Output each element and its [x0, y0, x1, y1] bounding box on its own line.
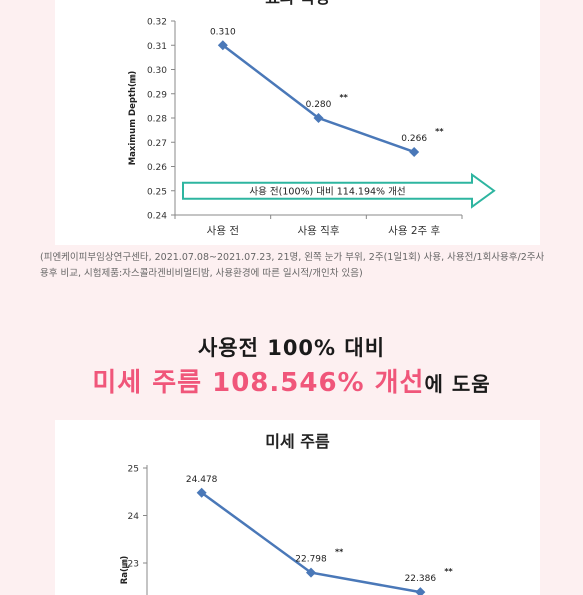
y-tick-label: 0.32	[147, 18, 167, 28]
wrinkle-chart: 23 24 25 Ra(㎛) 24.478 22.798 ** 22.386 **	[120, 465, 454, 595]
y-tick-label: 0.27	[147, 139, 167, 149]
y-tick-label: 0.30	[147, 66, 167, 76]
y-tick-label: 25	[128, 465, 139, 475]
x-tick-label: 사용 2주 후	[388, 225, 440, 237]
y-tick-label: 0.25	[147, 187, 167, 197]
y-axis-label: Ra(㎛)	[120, 556, 130, 585]
significance-mark: **	[444, 567, 453, 576]
y-axis-label: Maximum Depth(㎜)	[128, 71, 138, 166]
x-tick-label: 사용 전	[207, 225, 239, 237]
data-label: 0.266	[401, 134, 427, 144]
headline-suffix: 에 도움	[424, 372, 491, 396]
significance-mark: **	[340, 93, 349, 102]
x-tick-label: 사용 직후	[298, 225, 340, 237]
headline-line2: 미세 주름 108.546% 개선에 도움	[0, 362, 583, 399]
headline-line1: 사용전 100% 대비	[197, 336, 386, 360]
annotation-arrow	[182, 172, 496, 209]
data-label: 22.386	[405, 574, 437, 584]
chart-panel-wrinkle: 미세 주름 23 24 25 Ra(㎛) 24.478 22.798 ** 22.386 **	[55, 420, 540, 595]
data-label: 22.798	[295, 555, 327, 565]
data-point	[409, 146, 420, 157]
data-point	[196, 487, 207, 498]
data-label: 0.280	[306, 100, 332, 110]
y-tick-label: 24	[128, 512, 140, 522]
significance-mark: **	[335, 548, 344, 557]
y-tick-label: 0.28	[147, 115, 167, 125]
footnote: (피엔케이피부임상연구센타, 2021.07.08~2021.07.23, 21…	[40, 252, 545, 279]
y-tick-label: 23	[128, 560, 139, 570]
data-label: 24.478	[186, 475, 218, 485]
data-point	[313, 113, 324, 123]
y-tick-label: 0.29	[147, 90, 167, 100]
annotation-label: 사용 전(100%) 대비 114.194% 개선	[249, 186, 405, 197]
y-tick-label: 0.31	[147, 42, 167, 52]
significance-mark: **	[435, 127, 444, 136]
y-tick-label: 0.24	[147, 212, 167, 222]
data-point	[306, 567, 316, 578]
chart-title: 효과 측정	[55, 0, 540, 8]
data-point	[217, 40, 228, 51]
chart-panel-depth: 효과 측정 0.240.250.260.270.280.290.300.310.…	[55, 0, 540, 245]
y-tick-label: 0.26	[147, 163, 167, 173]
depth-chart: 0.24 0.25 0.26 0.27 0.28 0.29 0.30 0.31 0.32 사용 전…	[128, 18, 496, 237]
chart-title: 미세 주름	[265, 432, 330, 451]
series-line	[222, 44, 415, 154]
data-point	[415, 587, 426, 595]
headline-highlight: 미세 주름 108.546% 개선	[92, 368, 425, 398]
data-label: 0.310	[210, 27, 236, 37]
